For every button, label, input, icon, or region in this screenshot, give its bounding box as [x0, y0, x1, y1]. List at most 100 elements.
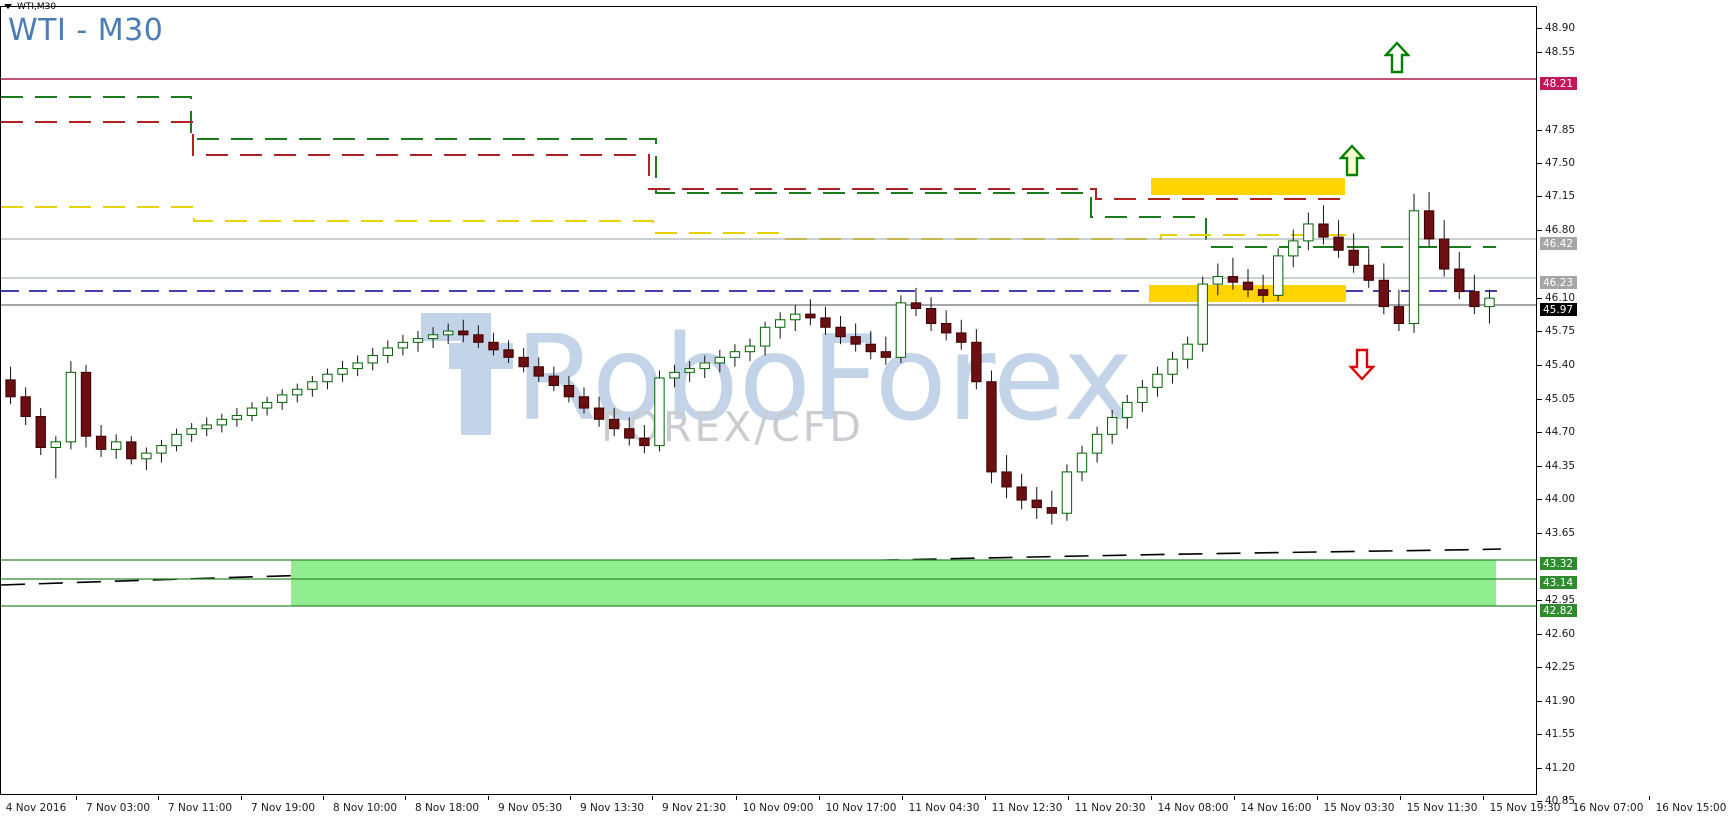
candle-body — [759, 326, 771, 347]
candle-body — [1378, 279, 1390, 308]
candle-body — [216, 418, 227, 426]
time-tick-mark — [902, 796, 903, 800]
chevron-down-icon[interactable] — [4, 4, 12, 9]
candle-body — [805, 313, 816, 319]
time-tick-mark — [241, 796, 242, 800]
price-badge[interactable]: 42.82 — [1540, 604, 1578, 617]
time-tick-mark — [1234, 796, 1235, 800]
candle-body — [1167, 358, 1178, 375]
price-tick: 42.60 — [1537, 628, 1575, 640]
price-tick-label: 42.95 — [1545, 594, 1576, 606]
candle-body — [367, 354, 378, 364]
candle-body — [1076, 452, 1088, 473]
candle-body — [1242, 281, 1254, 291]
price-tick: 48.90 — [1537, 22, 1575, 34]
price-tick: 46.10 — [1537, 292, 1575, 304]
candle-body — [126, 441, 137, 460]
price-tick-label: 44.70 — [1545, 426, 1576, 438]
candle-body — [895, 302, 907, 358]
price-tick: 44.35 — [1537, 460, 1575, 472]
time-tick-label: 16 Nov 07:00 — [1572, 802, 1644, 814]
tick-dash-icon — [1537, 498, 1542, 500]
candle-body — [654, 377, 665, 447]
price-badge[interactable]: 43.32 — [1540, 557, 1578, 570]
candle-body — [1363, 264, 1374, 281]
candle-body — [1001, 471, 1012, 488]
time-tick-label: 10 Nov 17:00 — [825, 802, 897, 814]
candle-body — [1031, 499, 1042, 509]
candle-body — [775, 319, 786, 328]
price-tick-label: 42.25 — [1545, 661, 1576, 673]
candle-body — [518, 356, 529, 368]
candle-body — [246, 407, 258, 417]
tick-dash-icon — [1537, 162, 1542, 164]
price-badge[interactable]: 43.14 — [1540, 576, 1578, 589]
price-tick-label: 40.85 — [1545, 795, 1576, 807]
support-zone-green — [291, 560, 1496, 606]
tick-dash-icon — [1537, 666, 1542, 668]
time-axis[interactable]: 4 Nov 2016 7 Nov 03:00 7 Nov 11:00 7 Nov 19… — [0, 796, 1726, 822]
price-badge[interactable]: 45.97 — [1540, 303, 1578, 316]
time-tick-mark — [985, 796, 986, 800]
price-badge[interactable]: 48.21 — [1540, 77, 1578, 90]
price-tick: 40.85 — [1537, 795, 1575, 807]
time-tick-mark — [1566, 796, 1567, 800]
candle-body — [277, 394, 288, 403]
candle-body — [1469, 291, 1480, 308]
candle-body — [1061, 471, 1073, 514]
candle-body — [65, 371, 77, 443]
candle-body — [1016, 486, 1027, 501]
time-tick-label: 10 Nov 09:00 — [742, 802, 814, 814]
candle-body — [427, 334, 439, 340]
price-tick: 41.55 — [1537, 728, 1575, 740]
candle-body — [111, 441, 122, 450]
tick-dash-icon — [1537, 599, 1542, 601]
price-tick: 47.15 — [1537, 190, 1575, 202]
candle-body — [639, 437, 650, 447]
candle-body — [201, 424, 212, 430]
price-tick: 48.55 — [1537, 46, 1575, 58]
candle-body — [609, 418, 620, 430]
candle-body — [1212, 276, 1224, 285]
candle-body — [1257, 289, 1269, 296]
time-tick-label: 8 Nov 10:00 — [332, 802, 398, 814]
time-tick-mark — [1649, 796, 1650, 800]
candle-body — [548, 375, 560, 386]
candle-body — [1046, 507, 1058, 514]
price-tick: 46.80 — [1537, 224, 1575, 236]
page-title: WTI - M30 — [8, 13, 164, 48]
candle-body — [1273, 255, 1284, 296]
time-tick-mark — [1068, 796, 1069, 800]
candle-body — [186, 428, 197, 435]
candle-body — [503, 349, 514, 358]
price-tick: 45.75 — [1537, 325, 1575, 337]
chart-plot-area[interactable]: RoboForex FOREX/CFD — [0, 6, 1537, 795]
tick-dash-icon — [1537, 633, 1542, 635]
time-tick-label: 11 Nov 12:30 — [991, 802, 1063, 814]
time-tick-label: 9 Nov 05:30 — [497, 802, 563, 814]
time-tick-label: 11 Nov 20:30 — [1074, 802, 1146, 814]
candle-body — [1227, 276, 1239, 283]
price-badge[interactable]: 46.42 — [1540, 237, 1578, 250]
candle-body — [533, 366, 544, 377]
candle-body — [835, 326, 846, 338]
time-tick-mark — [1151, 796, 1152, 800]
candle-body — [95, 435, 107, 450]
time-tick-mark — [488, 796, 489, 800]
time-tick-mark — [158, 796, 159, 800]
price-badge[interactable]: 46.23 — [1540, 276, 1578, 289]
candle-body — [50, 441, 61, 448]
price-tick-label: 48.55 — [1545, 46, 1576, 58]
candle-body — [941, 323, 952, 334]
tick-dash-icon — [1537, 465, 1542, 467]
price-axis[interactable]: 48.90 48.55 47.85 47.50 47.15 46.80 46.10 45.75… — [1537, 6, 1729, 807]
price-tick: 45.05 — [1537, 393, 1575, 405]
price-tick-label: 45.40 — [1545, 359, 1576, 371]
tick-dash-icon — [1537, 532, 1542, 534]
time-tick-label: 11 Nov 04:30 — [908, 802, 980, 814]
time-tick-label: 15 Nov 19:30 — [1489, 802, 1561, 814]
candle-body — [820, 317, 831, 328]
candle-body — [684, 368, 695, 373]
symbol-tab-label: WTI,M30 — [17, 1, 57, 12]
symbol-tab[interactable]: WTI,M30 — [4, 0, 56, 13]
